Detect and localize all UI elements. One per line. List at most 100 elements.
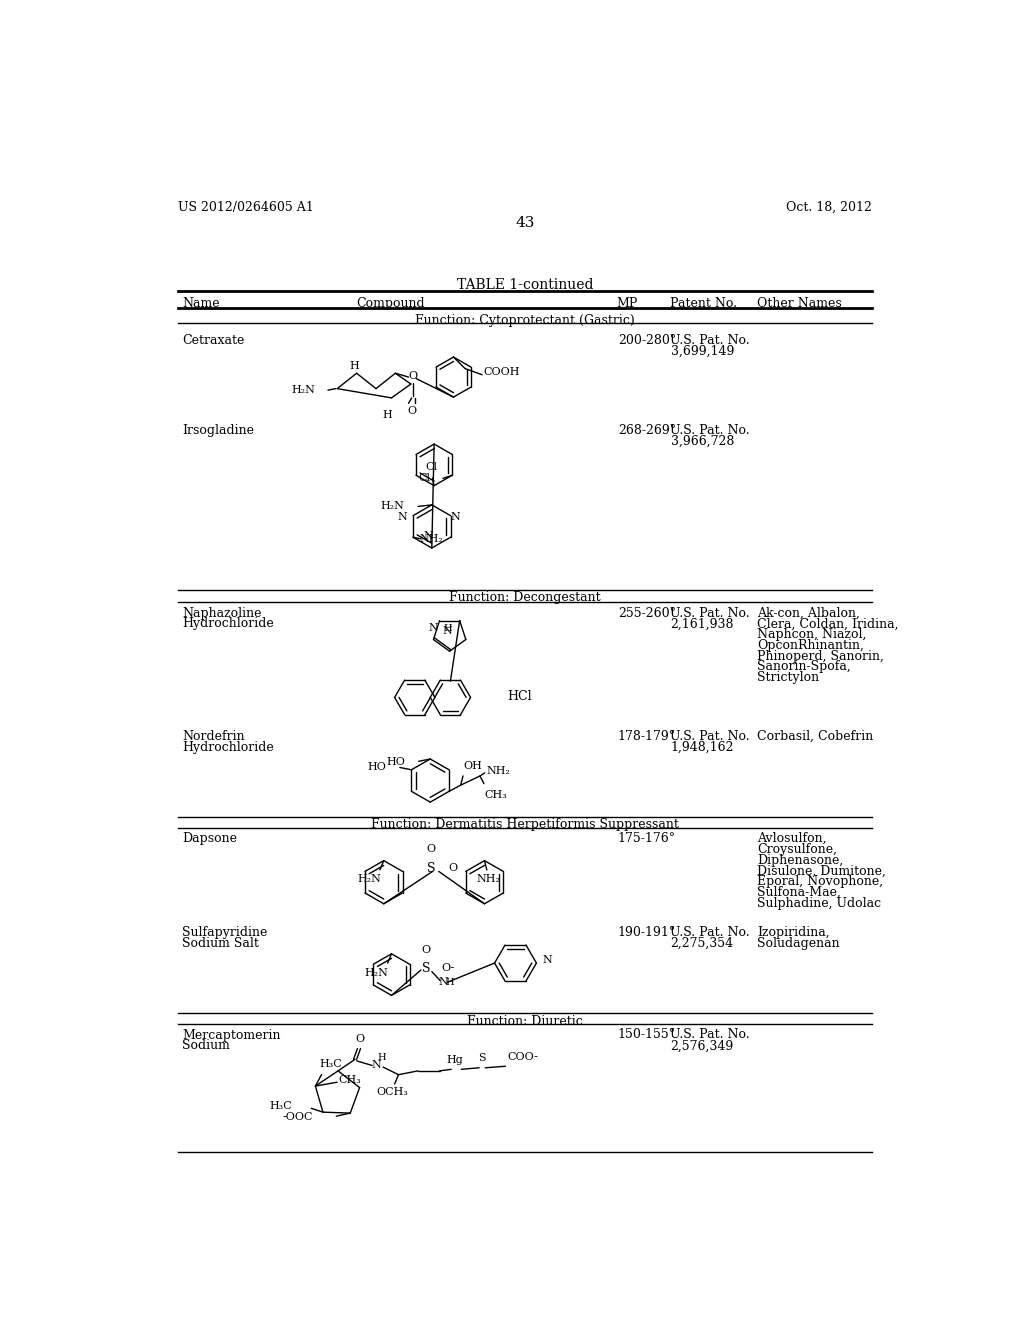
- Text: Hg: Hg: [446, 1055, 464, 1065]
- Text: Mercaptomerin: Mercaptomerin: [182, 1028, 281, 1041]
- Text: N: N: [397, 512, 407, 523]
- Text: H: H: [445, 978, 454, 987]
- Text: O-: O-: [442, 964, 455, 973]
- Text: Patent No.: Patent No.: [671, 297, 737, 310]
- Text: Sodium: Sodium: [182, 1039, 230, 1052]
- Text: Cetraxate: Cetraxate: [182, 334, 245, 347]
- Text: -OOC: -OOC: [283, 1111, 313, 1122]
- Text: 3,699,149: 3,699,149: [671, 345, 734, 358]
- Text: Ak-con, Albalon,: Ak-con, Albalon,: [758, 607, 860, 619]
- Text: U.S. Pat. No.: U.S. Pat. No.: [671, 1028, 751, 1041]
- Text: H: H: [349, 360, 359, 371]
- Text: H₃C: H₃C: [269, 1101, 292, 1111]
- Text: 1,948,162: 1,948,162: [671, 741, 734, 754]
- Text: H₃C: H₃C: [319, 1059, 342, 1069]
- Text: Sulphadine, Udolac: Sulphadine, Udolac: [758, 896, 882, 909]
- Text: U.S. Pat. No.: U.S. Pat. No.: [671, 424, 751, 437]
- Text: N: N: [442, 626, 453, 636]
- Text: H₂N: H₂N: [357, 875, 382, 884]
- Text: O: O: [449, 863, 457, 874]
- Text: 2,275,354: 2,275,354: [671, 937, 733, 950]
- Text: 200-280°: 200-280°: [617, 334, 676, 347]
- Text: Clera, Coldan, Iridina,: Clera, Coldan, Iridina,: [758, 618, 899, 631]
- Text: Naphcon, Niazol,: Naphcon, Niazol,: [758, 628, 866, 642]
- Text: Sulfona-Mae,: Sulfona-Mae,: [758, 886, 841, 899]
- Text: 43: 43: [515, 216, 535, 230]
- Text: NH₂: NH₂: [486, 767, 510, 776]
- Text: NH₂: NH₂: [476, 875, 501, 884]
- Text: 190-191°: 190-191°: [617, 927, 676, 939]
- Text: S: S: [422, 962, 431, 975]
- Text: O: O: [422, 945, 431, 954]
- Text: U.S. Pat. No.: U.S. Pat. No.: [671, 334, 751, 347]
- Text: Soludagenan: Soludagenan: [758, 937, 840, 950]
- Text: O: O: [426, 845, 435, 854]
- Text: COO-: COO-: [507, 1052, 538, 1061]
- Text: 3,966,728: 3,966,728: [671, 434, 734, 447]
- Text: HO: HO: [387, 758, 406, 767]
- Text: U.S. Pat. No.: U.S. Pat. No.: [671, 607, 751, 619]
- Text: S: S: [427, 862, 435, 875]
- Text: Phinoperd, Sanorin,: Phinoperd, Sanorin,: [758, 649, 884, 663]
- Text: 150-155°: 150-155°: [617, 1028, 676, 1041]
- Text: Function: Cytoprotectant (Gastric): Function: Cytoprotectant (Gastric): [415, 314, 635, 327]
- Text: MP: MP: [616, 297, 638, 310]
- Text: Dapsone: Dapsone: [182, 832, 238, 845]
- Text: Sodium Salt: Sodium Salt: [182, 937, 259, 950]
- Text: NH₂: NH₂: [419, 533, 443, 544]
- Text: N: N: [451, 512, 461, 523]
- Text: Function: Decongestant: Function: Decongestant: [449, 591, 601, 605]
- Text: OpconRhinantin,: OpconRhinantin,: [758, 639, 864, 652]
- Text: Eporal, Novophone,: Eporal, Novophone,: [758, 875, 884, 888]
- Text: Hydrochloride: Hydrochloride: [182, 618, 274, 631]
- Text: O: O: [355, 1034, 365, 1044]
- Text: Other Names: Other Names: [758, 297, 842, 310]
- Text: 178-179°: 178-179°: [617, 730, 676, 743]
- Text: S: S: [478, 1053, 486, 1063]
- Text: N: N: [424, 531, 433, 541]
- Text: OCH₃: OCH₃: [377, 1088, 409, 1097]
- Text: 175-176°: 175-176°: [617, 832, 676, 845]
- Text: U.S. Pat. No.: U.S. Pat. No.: [671, 927, 751, 939]
- Text: Name: Name: [182, 297, 220, 310]
- Text: Naphazoline: Naphazoline: [182, 607, 262, 619]
- Text: HCl: HCl: [508, 689, 532, 702]
- Text: Cl: Cl: [425, 462, 437, 471]
- Text: Sulfapyridine: Sulfapyridine: [182, 927, 267, 939]
- Text: CH₃: CH₃: [484, 789, 507, 800]
- Text: H: H: [383, 411, 392, 420]
- Text: 255-260°: 255-260°: [617, 607, 676, 619]
- Text: 268-269°: 268-269°: [617, 424, 676, 437]
- Text: Irsogladine: Irsogladine: [182, 424, 254, 437]
- Text: 2,576,349: 2,576,349: [671, 1039, 734, 1052]
- Text: N: N: [372, 1060, 382, 1071]
- Text: OH: OH: [463, 762, 482, 771]
- Text: Function: Dermatitis Herpetiformis Suppressant: Function: Dermatitis Herpetiformis Suppr…: [371, 818, 679, 832]
- Text: O: O: [408, 407, 416, 416]
- Text: TABLE 1-continued: TABLE 1-continued: [457, 277, 593, 292]
- Text: N: N: [543, 954, 552, 965]
- Text: Hydrochloride: Hydrochloride: [182, 741, 274, 754]
- Text: O: O: [409, 371, 418, 380]
- Text: Diphenasone,: Diphenasone,: [758, 854, 844, 867]
- Text: COOH: COOH: [483, 367, 520, 376]
- Text: Croysulfone,: Croysulfone,: [758, 843, 838, 855]
- Text: Cl: Cl: [419, 473, 430, 483]
- Text: 2,161,938: 2,161,938: [671, 618, 734, 631]
- Text: Avlosulfon,: Avlosulfon,: [758, 832, 826, 845]
- Text: Compound: Compound: [356, 297, 425, 310]
- Text: H₂N: H₂N: [365, 968, 388, 978]
- Text: Nordefrin: Nordefrin: [182, 730, 245, 743]
- Text: Strictylon: Strictylon: [758, 671, 819, 684]
- Text: Corbasil, Cobefrin: Corbasil, Cobefrin: [758, 730, 873, 743]
- Text: Disulone, Dumitone,: Disulone, Dumitone,: [758, 865, 886, 878]
- Text: H₂N: H₂N: [381, 502, 404, 511]
- Text: H: H: [443, 624, 453, 634]
- Text: Oct. 18, 2012: Oct. 18, 2012: [786, 201, 872, 214]
- Text: Sanorin-Spofa,: Sanorin-Spofa,: [758, 660, 851, 673]
- Text: N: N: [428, 623, 438, 632]
- Text: U.S. Pat. No.: U.S. Pat. No.: [671, 730, 751, 743]
- Text: US 2012/0264605 A1: US 2012/0264605 A1: [178, 201, 314, 214]
- Text: CH₃: CH₃: [339, 1074, 361, 1085]
- Text: H: H: [377, 1053, 386, 1063]
